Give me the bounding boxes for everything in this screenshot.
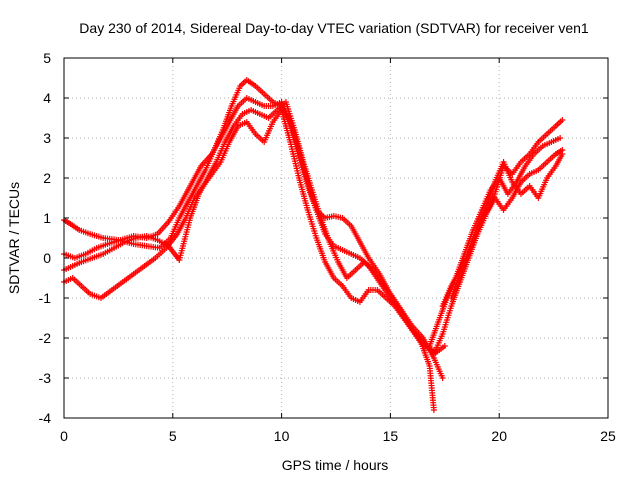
- x-tick-label: 20: [491, 428, 507, 444]
- x-tick-label: 25: [600, 428, 616, 444]
- y-tick-label: 0: [43, 250, 51, 266]
- y-tick-label: 4: [43, 90, 51, 106]
- chart-title: Day 230 of 2014, Sidereal Day-to-day VTE…: [79, 20, 589, 36]
- y-tick-label: -2: [39, 330, 52, 346]
- data-point: [439, 375, 446, 381]
- data-series-8: [448, 151, 566, 301]
- y-tick-label: -1: [39, 290, 52, 306]
- y-tick-label: 5: [43, 50, 51, 66]
- y-tick-label: 2: [43, 170, 51, 186]
- x-axis-label: GPS time / hours: [282, 457, 389, 473]
- y-axis-label: SDTVAR / TECUs: [6, 182, 22, 294]
- data-series-4: [61, 107, 437, 413]
- axis-ticks: 0 5 10 15 20 25 -4 -3 -2 -1 0 1 2 3 4 5: [39, 50, 616, 444]
- x-tick-label: 5: [169, 428, 177, 444]
- plot-frame: [63, 57, 609, 419]
- data-point: [557, 135, 564, 141]
- data-point: [441, 343, 448, 349]
- data-point: [559, 117, 566, 123]
- y-tick-label: 3: [43, 130, 51, 146]
- y-tick-label: 1: [43, 210, 51, 226]
- y-tick-label: -3: [39, 370, 52, 386]
- data-point: [430, 407, 437, 413]
- x-tick-label: 15: [383, 428, 399, 444]
- x-tick-label: 10: [274, 428, 290, 444]
- x-tick-label: 0: [60, 428, 68, 444]
- data-points: [61, 77, 566, 413]
- y-tick-label: -4: [39, 410, 52, 426]
- data-point: [559, 151, 566, 157]
